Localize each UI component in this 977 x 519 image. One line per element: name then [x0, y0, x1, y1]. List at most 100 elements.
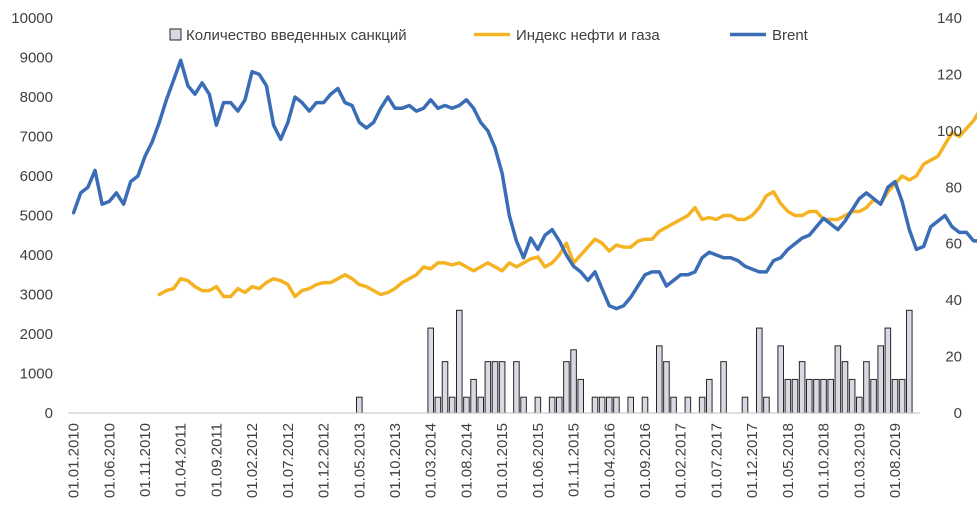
legend-label-oil-gas-index: Индекс нефти и газа: [516, 27, 660, 44]
sanctions-bar: [663, 361, 670, 414]
sanctions-bar: [670, 396, 677, 414]
y-left-tick-label: 6000: [20, 168, 53, 185]
sanctions-bar: [806, 378, 813, 414]
sanctions-bar: [891, 378, 899, 414]
sanctions-bar: [698, 396, 706, 414]
sanctions-bar: [906, 309, 913, 414]
sanctions-bar: [884, 327, 892, 414]
y-right-tick-label: 40: [945, 292, 962, 309]
sanctions-bar: [898, 378, 906, 414]
sanctions-bar: [434, 396, 442, 414]
lines-layer: [71, 58, 977, 311]
x-tick-label: 01.06.2015: [530, 423, 547, 498]
x-tick-label: 01.12.2012: [316, 423, 333, 498]
y-left-tick-label: 5000: [20, 208, 53, 225]
sanctions-bar: [356, 396, 363, 414]
sanctions-bar: [613, 396, 620, 414]
bars-layer: [356, 309, 913, 414]
x-axis: 01.01.2010 01.06.2010 01.11.2010 01.04.2011…: [66, 423, 904, 498]
x-tick-label: 01.05.2018: [780, 423, 797, 498]
y-left-tick-label: 4000: [20, 247, 53, 264]
sanctions-bar: [591, 396, 599, 414]
sanctions-bar: [763, 396, 770, 414]
y-left-tick-label: 9000: [20, 50, 53, 67]
x-tick-label: 01.09.2016: [637, 423, 654, 498]
x-tick-label: 01.11.2010: [137, 423, 154, 497]
sanctions-bar: [641, 396, 649, 414]
x-tick-label: 01.03.2019: [851, 423, 868, 498]
x-tick-label: 01.01.2010: [66, 423, 83, 498]
sanctions-bar: [520, 396, 527, 414]
y-left-tick-label: 2000: [20, 326, 53, 343]
sanctions-bar: [834, 345, 842, 414]
sanctions-bar: [563, 361, 570, 414]
sanctions-bar: [556, 396, 563, 414]
sanctions-bar: [863, 361, 870, 414]
y-right-tick-label: 100: [937, 123, 962, 140]
x-tick-label: 01.10.2018: [816, 423, 833, 498]
y-left-tick-label: 10000: [11, 10, 53, 27]
sanctions-bar: [813, 378, 820, 414]
x-tick-label: 01.04.2016: [601, 423, 618, 498]
sanctions-bar: [534, 396, 542, 414]
sanctions-bar: [656, 345, 663, 414]
y-left-tick-label: 7000: [20, 129, 53, 146]
sanctions-bar: [577, 378, 585, 414]
sanctions-bar: [463, 396, 470, 414]
x-tick-label: 01.05.2013: [351, 423, 368, 498]
sanctions-bar: [820, 378, 827, 414]
sanctions-bar: [777, 345, 785, 414]
y-right-tick-label: 80: [945, 179, 962, 196]
x-tick-label: 01.12.2017: [744, 423, 761, 498]
sanctions-bar: [827, 378, 835, 414]
sanctions-bar: [791, 378, 799, 414]
legend-swatch-sanctions: [169, 28, 182, 41]
sanctions-bar: [606, 396, 613, 414]
sanctions-bar: [441, 361, 449, 414]
brent-line: [71, 58, 977, 311]
sanctions-bar: [798, 361, 806, 414]
x-tick-label: 01.06.2010: [101, 423, 118, 498]
sanctions-bar: [841, 361, 849, 414]
sanctions-bar: [427, 327, 434, 414]
sanctions-bar: [877, 345, 885, 414]
sanctions-bar: [720, 361, 727, 414]
legend-label-sanctions: Количество введенных санкций: [186, 27, 407, 44]
x-tick-label: 01.11.2015: [566, 423, 583, 497]
x-tick-label: 01.08.2019: [887, 423, 904, 498]
sanctions-bar: [513, 361, 520, 414]
sanctions-bar: [491, 361, 499, 414]
y-left-tick-label: 1000: [20, 366, 53, 383]
sanctions-bar: [484, 361, 492, 414]
sanctions-bar: [627, 396, 635, 414]
y-left-tick-label: 3000: [20, 287, 53, 304]
legend-label-brent: Brent: [772, 27, 809, 44]
y-left-axis: 0 1000 2000 3000 4000 5000 6000 7000 8000 9000 100…: [11, 10, 53, 422]
sanctions-bar: [448, 396, 456, 414]
sanctions-bar: [477, 396, 484, 414]
sanctions-bar: [870, 378, 877, 414]
x-tick-label: 01.09.2011: [208, 423, 225, 497]
legend: Количество введенных санкций Индекс нефт…: [169, 27, 809, 44]
y-right-axis: 0 20 40 60 80 100 120 140: [937, 10, 962, 422]
sanctions-bar: [848, 378, 856, 414]
y-left-tick-label: 8000: [20, 89, 53, 106]
sanctions-bar: [706, 378, 713, 414]
x-tick-label: 01.02.2012: [244, 423, 261, 498]
sanctions-bar: [756, 327, 763, 414]
y-left-tick-label: 0: [45, 405, 53, 422]
sanctions-bar: [570, 349, 577, 414]
y-right-tick-label: 0: [954, 405, 962, 422]
sanctions-bar: [784, 378, 792, 414]
x-tick-label: 01.07.2012: [280, 423, 297, 498]
x-tick-label: 01.08.2014: [458, 423, 475, 498]
y-right-tick-label: 20: [945, 349, 962, 366]
sanctions-bar: [548, 396, 556, 414]
sanctions-bar: [856, 396, 863, 414]
x-tick-label: 01.03.2014: [423, 423, 440, 498]
x-tick-label: 01.07.2017: [708, 423, 725, 498]
sanctions-bar: [470, 378, 477, 414]
sanctions-bar: [498, 361, 506, 414]
y-right-tick-label: 60: [945, 236, 962, 253]
